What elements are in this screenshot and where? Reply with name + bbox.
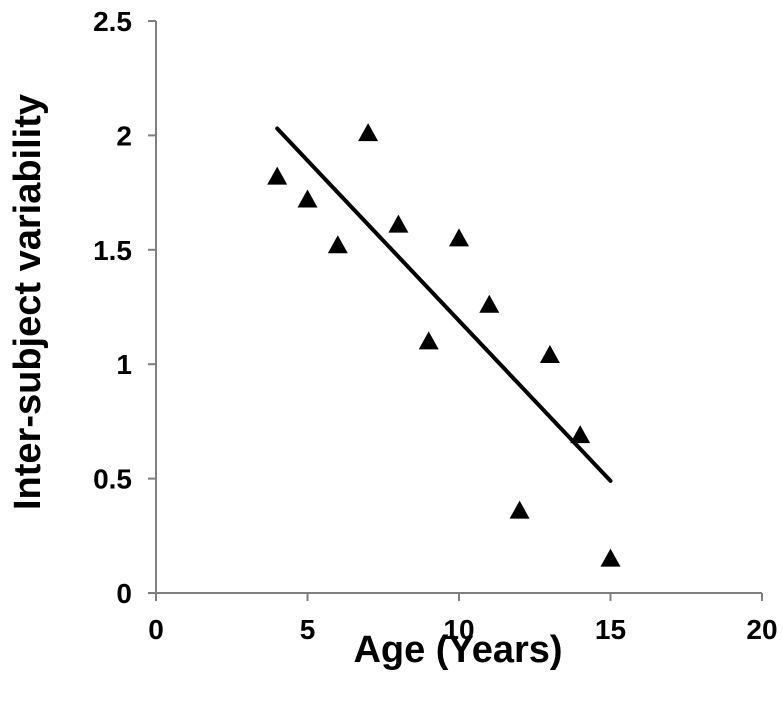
data-point-triangle	[509, 500, 530, 519]
x-tick-label: 20	[746, 614, 777, 645]
data-point-triangle	[539, 345, 560, 364]
x-tick-label: 5	[300, 614, 316, 645]
data-points	[267, 123, 621, 567]
trendline-group	[275, 126, 613, 483]
x-tick-label: 15	[595, 614, 626, 645]
y-tick-label: 1.5	[93, 235, 132, 266]
data-point-triangle	[479, 294, 500, 313]
data-point-triangle	[388, 214, 409, 233]
data-point-triangle	[297, 189, 318, 208]
x-tick-label: 0	[148, 614, 164, 645]
y-tick-label: 0.5	[93, 464, 132, 495]
data-point-triangle	[267, 166, 288, 185]
axes	[155, 21, 762, 594]
data-point-triangle	[327, 235, 348, 254]
y-tick-label: 2	[116, 120, 132, 151]
data-point-triangle	[358, 123, 379, 142]
data-point-triangle	[600, 548, 621, 567]
x-tick-label: 10	[443, 614, 474, 645]
y-tick-label: 0	[116, 578, 132, 609]
data-point-triangle	[570, 425, 591, 444]
data-point-triangle	[449, 228, 469, 247]
x-ticks: 0 5 10 15 20	[148, 593, 778, 645]
data-point-triangle	[418, 331, 439, 350]
trendline	[275, 126, 613, 483]
y-tick-label: 1	[116, 349, 132, 380]
y-ticks: 0 0.5 1 1.5 2 2.5	[93, 6, 156, 609]
x-axis-title: Age (Years)	[353, 629, 562, 671]
y-axis-title: Inter-subject variability	[7, 94, 49, 510]
y-tick-label: 2.5	[93, 6, 132, 37]
